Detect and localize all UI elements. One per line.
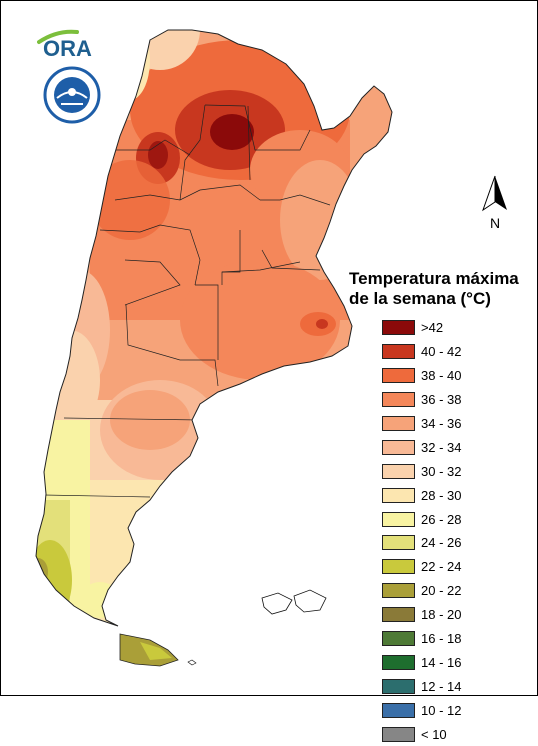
legend-item: < 10 xyxy=(382,722,512,746)
legend-item: 38 - 40 xyxy=(382,364,512,388)
legend-swatch xyxy=(382,487,415,503)
legend-item: 22 - 24 xyxy=(382,555,512,579)
legend-swatch xyxy=(382,392,415,408)
legend-label: 12 - 14 xyxy=(421,678,462,694)
legend-title: Temperatura máxima de la semana (°C) xyxy=(349,269,534,309)
legend-item: 12 - 14 xyxy=(382,674,512,698)
legend: >42 40 - 42 38 - 40 36 - 38 34 - 36 32 - 34 30… xyxy=(382,316,512,746)
legend-item: 14 - 16 xyxy=(382,650,512,674)
tierra-del-fuego xyxy=(119,633,179,667)
legend-swatch xyxy=(382,559,415,575)
province-boundaries xyxy=(43,104,331,498)
legend-item: 24 - 26 xyxy=(382,531,512,555)
legend-item: 30 - 32 xyxy=(382,459,512,483)
legend-item: 32 - 34 xyxy=(382,435,512,459)
small-island xyxy=(187,659,197,666)
legend-item: 10 - 12 xyxy=(382,698,512,722)
legend-item: 26 - 28 xyxy=(382,507,512,531)
legend-label: 22 - 24 xyxy=(421,559,462,575)
legend-swatch xyxy=(382,654,415,670)
legend-item: 28 - 30 xyxy=(382,483,512,507)
legend-label: 28 - 30 xyxy=(421,487,462,503)
ora-logo-text: ORA xyxy=(43,36,92,61)
legend-swatch xyxy=(382,344,415,360)
malvinas-islands xyxy=(261,589,327,615)
legend-label: 30 - 32 xyxy=(421,463,462,479)
legend-label: 36 - 38 xyxy=(421,392,462,408)
legend-title-line-1: Temperatura máxima xyxy=(349,269,519,288)
legend-label: 10 - 12 xyxy=(421,702,462,718)
legend-label: 14 - 16 xyxy=(421,654,462,670)
legend-label: 40 - 42 xyxy=(421,344,462,360)
legend-swatch xyxy=(382,726,415,742)
legend-item: 36 - 38 xyxy=(382,388,512,412)
legend-label: 32 - 34 xyxy=(421,439,462,455)
legend-swatch xyxy=(382,607,415,623)
legend-swatch xyxy=(382,702,415,718)
legend-swatch xyxy=(382,511,415,527)
legend-label: 38 - 40 xyxy=(421,368,462,384)
legend-swatch xyxy=(382,368,415,384)
servicio-meteorologico-nacional-seal xyxy=(43,66,101,124)
north-arrow-icon: N xyxy=(478,172,512,232)
legend-item: 18 - 20 xyxy=(382,603,512,627)
legend-title-line-2: de la semana (°C) xyxy=(349,289,491,308)
legend-label: 26 - 28 xyxy=(421,511,462,527)
legend-item: 40 - 42 xyxy=(382,340,512,364)
legend-label: 34 - 36 xyxy=(421,416,462,431)
temperature-map xyxy=(35,29,393,667)
legend-item: 16 - 18 xyxy=(382,627,512,651)
legend-item: >42 xyxy=(382,316,512,340)
ora-logo: ORA xyxy=(37,26,103,62)
legend-label: >42 xyxy=(421,320,444,336)
legend-swatch xyxy=(382,320,415,336)
legend-swatch xyxy=(382,631,415,647)
legend-item: 20 - 22 xyxy=(382,579,512,603)
legend-label: 18 - 20 xyxy=(421,607,462,623)
legend-swatch xyxy=(382,439,415,455)
legend-swatch xyxy=(382,535,415,551)
legend-label: 16 - 18 xyxy=(421,631,462,647)
legend-label: 24 - 26 xyxy=(421,535,462,551)
legend-swatch xyxy=(382,678,415,694)
legend-item: 34 - 36 xyxy=(382,412,512,436)
legend-label: < 10 xyxy=(421,726,447,742)
legend-swatch xyxy=(382,416,415,431)
legend-swatch xyxy=(382,463,415,479)
legend-label: 20 - 22 xyxy=(421,583,462,599)
north-label: N xyxy=(490,215,500,231)
legend-swatch xyxy=(382,583,415,599)
